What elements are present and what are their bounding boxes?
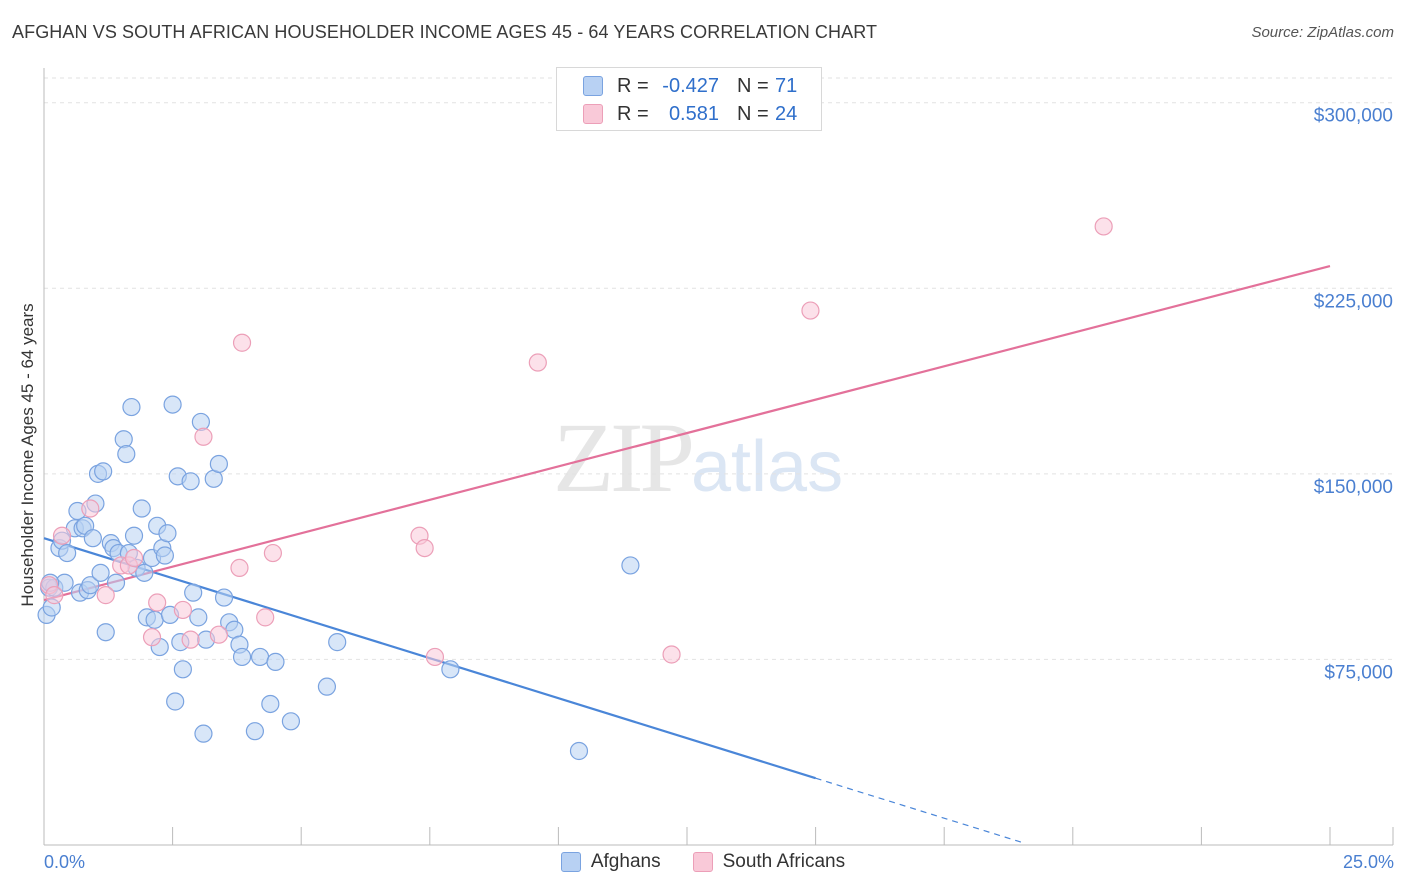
source-label: Source: ZipAtlas.com: [1251, 24, 1394, 41]
afghans-point: [621, 556, 640, 575]
afghans-trend-extension: [815, 777, 1022, 843]
south-africans-point: [256, 608, 275, 627]
afghans-point: [209, 454, 228, 474]
afghans-point: [96, 623, 115, 642]
south-africans-point: [263, 543, 283, 563]
south-africans-point: [181, 630, 200, 649]
data-points: [37, 217, 1113, 761]
series-legend: Afghans South Africans: [0, 851, 1406, 873]
south-africans-point: [425, 647, 445, 667]
afghans-point: [250, 647, 270, 667]
afghans-point: [155, 546, 174, 565]
r-value: -0.427: [662, 74, 719, 97]
south-africans-point: [209, 625, 228, 644]
afghans-point: [135, 563, 154, 582]
south-africans-point: [662, 645, 681, 664]
legend-item-afghans[interactable]: Afghans: [560, 851, 661, 873]
afghans-legend-swatch: [560, 852, 581, 872]
n-label: N =: [737, 102, 769, 125]
legend-label: South Africans: [722, 851, 846, 872]
trend-lines: [43, 264, 1331, 843]
south-africans-point: [230, 558, 249, 577]
afghans-point: [261, 694, 280, 714]
watermark: ZIPatlas: [553, 400, 843, 515]
afghans-point: [132, 499, 151, 518]
afghans-swatch: [583, 76, 603, 96]
legend-item-south-africans[interactable]: South Africans: [692, 851, 846, 873]
afghans-point: [145, 610, 164, 629]
y-tick-label: $150,000: [1314, 477, 1393, 498]
afghans-point: [266, 652, 285, 672]
south-africans-point: [148, 593, 167, 612]
south-africans-point: [194, 427, 213, 446]
correlation-legend: R = -0.427 N = 71 R = 0.581 N = 24: [556, 67, 822, 131]
afghans-point: [328, 633, 347, 652]
r-label: R =: [617, 74, 649, 97]
south-africans-point: [45, 586, 64, 605]
south-africans-point: [1094, 217, 1113, 236]
afghans-point: [191, 412, 210, 432]
south-africans-point: [124, 548, 144, 568]
afghans-point: [189, 608, 208, 627]
afghans-point: [83, 529, 102, 548]
r-label: R =: [617, 102, 649, 125]
afghans-point: [122, 397, 141, 417]
y-axis-label: Householder Income Ages 45 - 64 years: [18, 303, 37, 607]
afghans-point: [194, 724, 213, 743]
legend-label: Afghans: [590, 851, 661, 872]
afghans-point: [166, 692, 185, 711]
afghans-point: [245, 722, 265, 741]
south-africans-point: [81, 499, 100, 518]
south-africans-point: [142, 628, 162, 647]
afghans-point: [214, 588, 234, 607]
axes: [43, 68, 1394, 846]
south-africans-legend-swatch: [692, 852, 713, 872]
legend-row-south-africans: R = 0.581 N = 24: [557, 100, 797, 128]
afghans-point: [163, 395, 182, 414]
r-value: 0.581: [668, 102, 719, 125]
x-tick-max: 25.0%: [1342, 852, 1394, 872]
south-africans-point: [96, 586, 115, 605]
afghans-point: [184, 583, 203, 602]
afghans-point: [173, 660, 192, 679]
south-africans-point: [52, 526, 72, 545]
afghans-point: [106, 573, 126, 592]
y-tick-labels: $75,000 $150,000 $225,000 $300,000: [1314, 106, 1393, 684]
watermark-zip: ZIP: [553, 402, 695, 513]
afghans-point: [81, 576, 100, 595]
watermark-atlas: atlas: [691, 427, 844, 507]
south-africans-point: [173, 600, 192, 620]
afghans-point: [158, 524, 177, 543]
afghans-point: [569, 741, 589, 761]
afghans-point: [94, 462, 113, 481]
afghans-point: [124, 526, 144, 545]
afghans-point: [181, 472, 200, 491]
legend-row-afghans: R = -0.427 N = 71: [557, 72, 797, 100]
afghans-point: [117, 444, 136, 464]
afghans-point: [317, 677, 337, 696]
n-value: 24: [775, 102, 798, 125]
afghans-point: [232, 647, 252, 667]
south-africans-point: [232, 333, 252, 352]
y-tick-label: $75,000: [1324, 662, 1393, 683]
chart-title: AFGHAN VS SOUTH AFRICAN HOUSEHOLDER INCO…: [12, 22, 878, 42]
n-value: 71: [775, 74, 798, 97]
afghans-point: [91, 563, 110, 582]
south-africans-point: [415, 538, 434, 558]
south-africans-trend-line: [43, 264, 1331, 602]
n-label: N =: [737, 74, 769, 97]
afghans-point: [58, 543, 77, 563]
x-tick-min: 0.0%: [44, 852, 86, 872]
south-africans-swatch: [583, 104, 603, 124]
y-tick-label: $300,000: [1314, 106, 1393, 127]
afghans-point: [114, 430, 133, 449]
south-africans-point: [801, 301, 820, 320]
y-tick-label: $225,000: [1314, 291, 1393, 312]
south-africans-point: [528, 353, 547, 372]
afghans-point: [441, 660, 460, 679]
afghans-point: [281, 712, 301, 731]
